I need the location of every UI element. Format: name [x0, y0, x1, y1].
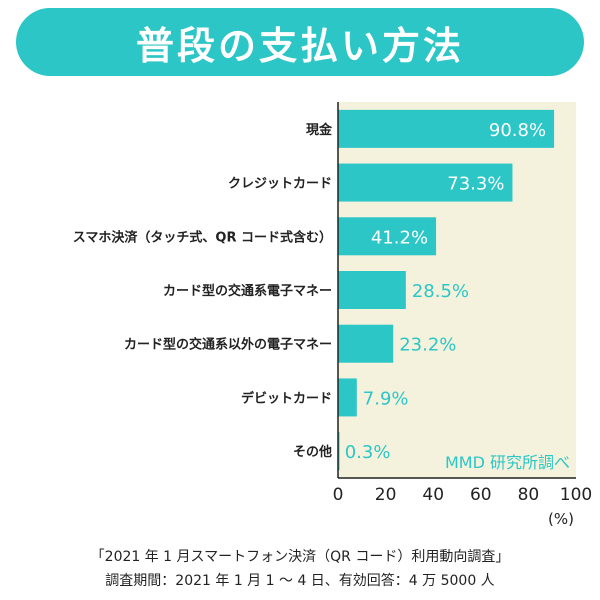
data-label: 41.2%	[371, 227, 428, 248]
category-label: スマホ決済（タッチ式、QR コード式含む）	[73, 229, 332, 245]
category-label: クレジットカード	[228, 177, 332, 192]
x-tick-label: 80	[518, 485, 540, 505]
x-tick-label: 60	[470, 485, 492, 505]
category-label: カード型の交通系電子マネー	[163, 283, 332, 299]
data-label: 28.5%	[412, 281, 469, 302]
data-label: 0.3%	[345, 442, 391, 463]
source-note: MMD 研究所調べ	[445, 453, 570, 472]
data-label: 90.8%	[489, 120, 546, 141]
bar-5	[338, 378, 357, 417]
x-tick-label: 40	[422, 485, 444, 505]
bar-0	[338, 109, 555, 148]
x-tick-label: 100	[560, 485, 592, 505]
data-label: 7.9%	[363, 388, 409, 409]
data-label: 23.2%	[399, 335, 456, 356]
data-label: 73.3%	[447, 174, 504, 195]
survey-name: 「2021 年 1 月スマートフォン決済（QR コード）利用動向調査」	[90, 549, 510, 565]
category-label: デビットカード	[241, 390, 332, 406]
bar-2	[338, 217, 437, 256]
category-label: 現金	[306, 122, 333, 138]
category-label: その他	[293, 444, 332, 460]
x-axis-unit: (%)	[548, 510, 574, 528]
bar-4	[338, 324, 394, 363]
bar-1	[338, 163, 513, 202]
title-banner: 普段の支払い方法	[16, 8, 584, 76]
chart-title: 普段の支払い方法	[135, 23, 464, 68]
x-tick-label: 20	[375, 485, 397, 505]
survey-details: 調査期間：2021 年 1 月 1 ～ 4 日、有効回答：4 万 5000 人	[105, 573, 495, 589]
category-label: カード型の交通系以外の電子マネー	[124, 337, 332, 353]
x-tick-label: 0	[333, 485, 344, 505]
bar-3	[338, 271, 406, 309]
